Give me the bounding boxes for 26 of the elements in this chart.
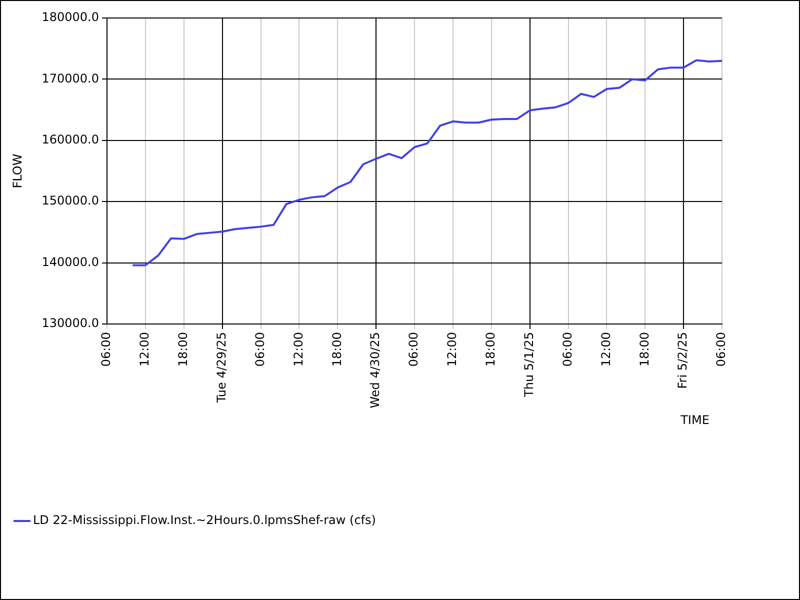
x-tick-label: Fri 5/2/25 xyxy=(676,332,690,389)
x-tick-label: Tue 4/29/25 xyxy=(214,332,228,404)
x-tick-label: 06:00 xyxy=(252,332,267,367)
y-tick-label: 150000.0 xyxy=(42,194,99,208)
y-tick-label: 180000.0 xyxy=(42,10,99,24)
x-tick-label: 06:00 xyxy=(560,332,574,367)
y-tick-label: 130000.0 xyxy=(42,316,99,330)
x-tick-label: 18:00 xyxy=(637,332,652,367)
x-tick-label: 12:00 xyxy=(445,332,460,367)
y-tick-label: 160000.0 xyxy=(42,132,99,147)
y-tick-label: 140000.0 xyxy=(42,254,99,269)
x-tick-label: Wed 4/30/25 xyxy=(368,332,382,408)
x-tick-label: 06:00 xyxy=(714,332,728,367)
y-tick-label: 170000.0 xyxy=(42,71,99,86)
x-tick-label: 18:00 xyxy=(484,332,498,367)
x-tick-label: Thu 5/1/25 xyxy=(522,332,536,398)
y-axis-title: FLOW xyxy=(10,154,24,188)
x-tick-label: 12:00 xyxy=(138,332,152,367)
x-tick-label: 12:00 xyxy=(291,332,306,367)
x-tick-label: 06:00 xyxy=(99,332,114,367)
x-tick-label: 18:00 xyxy=(176,332,190,367)
x-axis-title: TIME xyxy=(680,413,710,428)
x-tick-label: 06:00 xyxy=(406,332,421,367)
x-tick-label: 12:00 xyxy=(598,332,613,367)
x-tick-label: 18:00 xyxy=(330,332,344,367)
legend-label: LD 22-Mississippi.Flow.Inst.~2Hours.0.lpmsShef-raw (cfs) xyxy=(33,513,376,528)
